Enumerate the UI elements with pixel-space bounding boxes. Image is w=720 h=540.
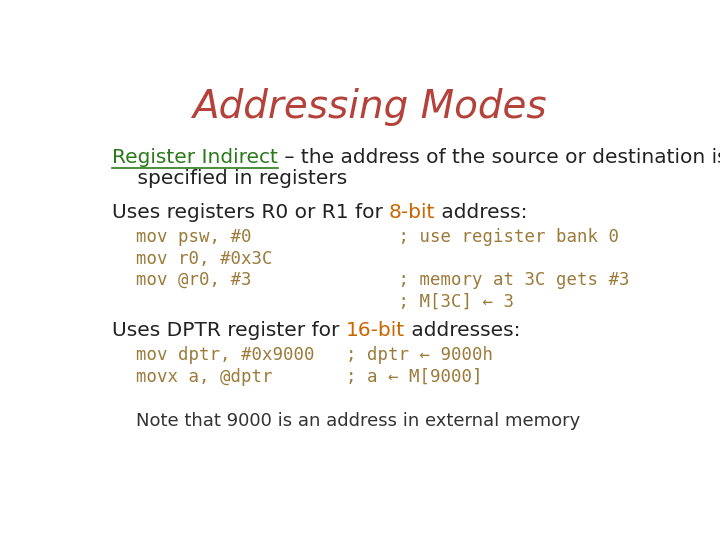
Text: addresses:: addresses: [405, 321, 520, 340]
Text: – the address of the source or destination is: – the address of the source or destinati… [278, 148, 720, 167]
Text: 8-bit: 8-bit [389, 203, 436, 222]
Text: ; M[3C] ← 3: ; M[3C] ← 3 [137, 293, 515, 311]
Text: specified in registers: specified in registers [112, 169, 347, 188]
Text: address:: address: [436, 203, 528, 222]
Text: mov @r0, #3              ; memory at 3C gets #3: mov @r0, #3 ; memory at 3C gets #3 [137, 272, 630, 289]
Text: 16-bit: 16-bit [346, 321, 405, 340]
Text: mov dptr, #0x9000   ; dptr ← 9000h: mov dptr, #0x9000 ; dptr ← 9000h [137, 346, 493, 364]
Text: Register Indirect: Register Indirect [112, 148, 278, 167]
Text: Addressing Modes: Addressing Modes [192, 88, 546, 126]
Text: Note that 9000 is an address in external memory: Note that 9000 is an address in external… [137, 411, 581, 429]
Text: Uses DPTR register for: Uses DPTR register for [112, 321, 346, 340]
Text: mov r0, #0x3C: mov r0, #0x3C [137, 250, 273, 268]
Text: Uses registers R0 or R1 for: Uses registers R0 or R1 for [112, 203, 389, 222]
Text: movx a, @dptr       ; a ← M[9000]: movx a, @dptr ; a ← M[9000] [137, 368, 483, 386]
Text: mov psw, #0              ; use register bank 0: mov psw, #0 ; use register bank 0 [137, 228, 619, 246]
